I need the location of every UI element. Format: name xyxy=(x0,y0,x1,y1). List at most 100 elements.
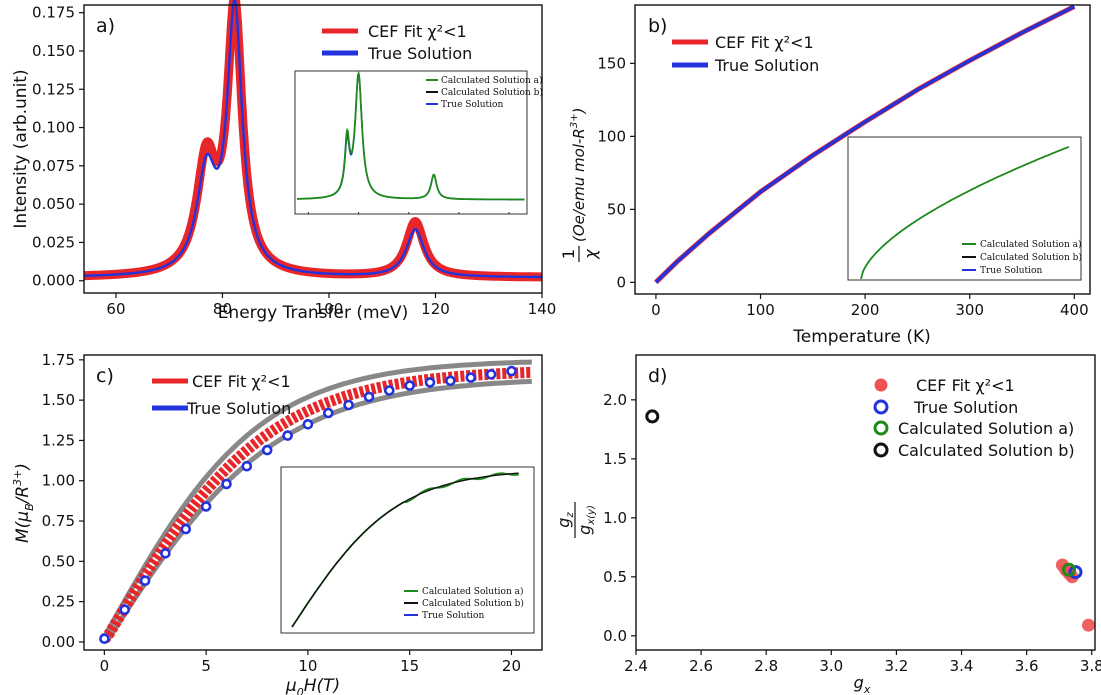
panel-b-legend-fit: CEF Fit χ²<1 xyxy=(715,33,814,52)
panel-c-ytick-label: 0.00 xyxy=(42,633,75,651)
panel-a-ytick-label: 0.050 xyxy=(32,195,75,213)
panel-c-xtick-label: 0 xyxy=(100,657,110,675)
panel-a-inset-legend-a: Calculated Solution a) xyxy=(441,75,542,86)
panel-c-xlabel: μ0H(T) xyxy=(285,676,340,695)
panel-c-true-point xyxy=(363,391,375,403)
panel-c-true-point xyxy=(322,407,334,419)
panel-b-ytick-label: 0 xyxy=(616,273,626,291)
panel-c-xtick-label: 20 xyxy=(502,657,521,675)
panel-b-ytick-label: 50 xyxy=(607,200,626,218)
panel-d-legend-calc-b: Calculated Solution b) xyxy=(898,441,1075,460)
panel-a-xtick-label: 140 xyxy=(528,300,557,318)
panel-c-fit-band xyxy=(100,366,532,643)
panel-d-ytick-label: 0.5 xyxy=(603,568,627,586)
panel-a-ytick-label: 0.025 xyxy=(32,233,75,251)
panel-d-fit-point xyxy=(1082,618,1095,632)
panel-d-legend-true-marker xyxy=(873,399,889,415)
panel-d-legend-calc-a-marker xyxy=(873,420,889,436)
panel-c-tag: c) xyxy=(96,365,114,387)
panel-b-xtick-label: 0 xyxy=(651,301,661,319)
panel-d-xtick-label: 3.2 xyxy=(884,657,908,675)
panel-b-inset-legend-true: True Solution xyxy=(980,266,1042,276)
panel-d-legend-calc-a: Calculated Solution a) xyxy=(898,419,1074,438)
panel-c-true-point xyxy=(404,380,416,391)
panel-b-xtick-label: 100 xyxy=(746,301,775,319)
panel-a-true-line xyxy=(84,0,542,279)
panel-a-xtick-label: 60 xyxy=(106,300,125,318)
panel-a-frame xyxy=(83,4,543,294)
panel-a-xtick-label: 120 xyxy=(421,300,450,318)
panel-b-ylabel-text: (Oe/emu mol-R3+) xyxy=(569,108,588,242)
panel-c-true-point xyxy=(200,501,212,512)
panel-b-inset: Calculated Solution a) Calculated Soluti… xyxy=(847,136,1082,281)
panel-d-calc-a-point xyxy=(1062,562,1076,577)
panel-a: 60 80 100 120 140 0.000 0.025 0.050 0.075 0.100 0.… xyxy=(11,0,556,323)
panel-d-legend: CEF Fit χ²<1 True Solution Calculated So… xyxy=(873,376,1075,460)
panel-c-ylabel: M(μB/R3+) xyxy=(11,463,36,543)
panel-c-true-point xyxy=(506,365,517,377)
panel-c-inset-legend-true: True Solution xyxy=(422,611,484,621)
panel-c-ytick-label: 0.25 xyxy=(42,593,75,611)
panel-c-true-point xyxy=(485,368,497,380)
panel-a-ytick-label: 0.175 xyxy=(32,4,75,22)
panel-b: 0 100 200 300 400 0 50 100 150 b) Temperature (K… xyxy=(559,4,1091,347)
panel-b-ylabel: 1 χ (Oe/emu mol-R3+) xyxy=(559,108,600,262)
panel-b-true-line xyxy=(654,4,1076,284)
panel-d-xtick-label: 2.4 xyxy=(624,657,648,675)
panel-d-xtick-label: 2.6 xyxy=(689,657,713,675)
panel-c-true-point xyxy=(383,385,395,396)
panel-d-xtick-label: 2.8 xyxy=(754,657,778,675)
panel-a-ytick-label: 0.000 xyxy=(32,272,75,290)
panel-a-inset: Calculated Solution a) Calculated Soluti… xyxy=(294,70,543,215)
panel-a-ytick-label: 0.125 xyxy=(32,80,75,98)
panel-c-true-point xyxy=(302,418,314,430)
panel-a-inset-legend-true: True Solution xyxy=(441,100,503,110)
panel-c-inset-curve-b xyxy=(291,472,519,628)
panel-a-xlabel: Energy Transfer (meV) xyxy=(218,303,409,323)
panel-d-ytick-label: 1.5 xyxy=(603,450,627,468)
panel-b-inset-legend-a: Calculated Solution a) xyxy=(980,239,1081,250)
panel-c-true-point xyxy=(180,523,192,535)
panel-a-legend: CEF Fit χ²<1 True Solution xyxy=(322,22,472,63)
panel-c-true-point xyxy=(139,575,151,587)
panel-c-ytick-label: 1.75 xyxy=(42,351,75,369)
panel-b-xlabel: Temperature (K) xyxy=(792,327,931,347)
panel-d-tag: d) xyxy=(648,365,667,387)
panel-a-xtick-label: 100 xyxy=(315,300,344,318)
panel-d-xtick-label: 3.8 xyxy=(1080,657,1101,675)
panel-d-legend-true: True Solution xyxy=(913,398,1018,417)
panel-a-legend-true: True Solution xyxy=(367,44,472,63)
panel-d-ytick-label: 2.0 xyxy=(603,391,627,409)
panel-b-ytick-label: 100 xyxy=(597,127,626,145)
panel-a-legend-fit: CEF Fit χ²<1 xyxy=(368,22,467,41)
panel-c-inset: Calculated Solution a) Calculated Soluti… xyxy=(280,466,535,634)
panel-d-ytick-label: 1.0 xyxy=(603,509,627,527)
panel-d-true-point xyxy=(1068,565,1083,580)
panel-c-true-point xyxy=(241,460,253,472)
panel-d-ylabel-num: gz xyxy=(554,512,576,528)
panel-b-xtick-label: 300 xyxy=(955,301,984,319)
panel-c-true-point xyxy=(119,604,130,616)
panel-d: 2.4 2.6 2.8 3.0 3.2 3.4 3.6 3.80.00.51.01.52.0 … xyxy=(554,354,1101,695)
panel-c-true-point xyxy=(445,375,456,387)
panel-c-band-lower xyxy=(103,378,532,642)
panel-a-tag: a) xyxy=(96,15,115,37)
panel-d-legend-calc-b-marker xyxy=(873,442,889,458)
panel-c-legend: CEF Fit χ²<1 True Solution xyxy=(152,372,291,418)
panel-b-legend-true: True Solution xyxy=(714,56,819,75)
panel-c-ytick-label: 0.50 xyxy=(42,552,75,570)
panel-b-legend: CEF Fit χ²<1 True Solution xyxy=(672,33,819,75)
panel-c-legend-fit: CEF Fit χ²<1 xyxy=(192,372,291,391)
panel-c-true-point xyxy=(160,547,171,559)
panel-d-ytick-label: 0.0 xyxy=(603,627,627,645)
panel-a-inset-legend-b: Calculated Solution b) xyxy=(441,87,543,98)
panel-d-xtick-label: 3.6 xyxy=(1015,657,1039,675)
panel-c-inset-legend-a: Calculated Solution a) xyxy=(422,586,523,597)
panel-c-true-point xyxy=(261,444,273,456)
panel-d-ylabel-den: gx(y) xyxy=(575,505,597,535)
panel-c-true-point xyxy=(221,478,232,490)
panel-d-xtick-label: 3.4 xyxy=(950,657,974,675)
panel-c-true-point xyxy=(282,430,293,441)
panel-b-ytick-label: 150 xyxy=(597,54,626,72)
